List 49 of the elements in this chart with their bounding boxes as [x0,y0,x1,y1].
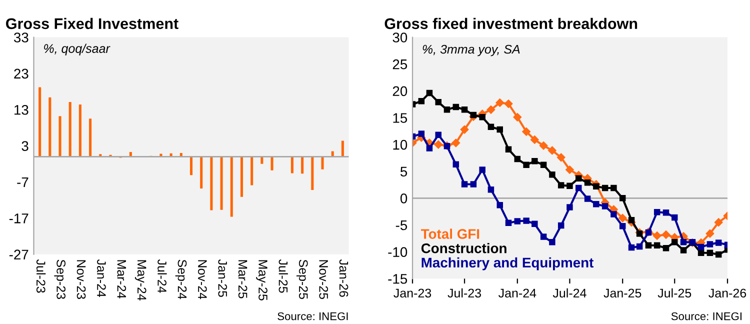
x-tick-label: Jan-25 [218,259,228,297]
x-tick-label: May-24 [134,260,146,301]
x-tick-label: Jul-25 [278,259,288,293]
text: Total GFI [420,228,480,239]
y-tick-label: 0 [400,194,408,204]
y-tick-label: -15 [388,274,408,284]
x-tick-label: Jan-26 [339,259,348,297]
y-tick-label: 30 [392,32,408,42]
annotation: %, 3mma yoy, SA [422,44,520,56]
x-tick-label: Mar-24 [117,260,126,298]
y-tick-label: 15 [393,113,408,123]
source-note: Source: INEGI [278,312,348,320]
y-tick-label: 33 [14,32,28,42]
x-tick-label: Jan-24 [97,259,106,298]
y-tick-label: 5 [400,166,408,177]
y-tick-label: 23 [14,68,28,79]
x-tick-label: Jul-24 [552,288,586,298]
y-tick-label: 10 [393,140,408,150]
y-tick-label: -27 [9,250,28,260]
x-tick-label: May-25 [256,260,268,300]
y-tick-label: 20 [392,86,408,96]
y-tick-label: -17 [9,214,28,224]
x-tick-label: Nov-24 [198,260,207,300]
y-tick-label: -7 [17,177,28,188]
x-tick-label: Jul-23 [36,259,46,293]
x-tick-label: Jan-24 [498,288,536,298]
x-tick-label: Jan-26 [708,288,746,298]
x-tick-label: Sep-25 [296,260,308,299]
annotation: %, qoq/saar [44,44,110,56]
x-tick-label: Nov-25 [319,260,328,299]
text: Machinery and Equipment [422,257,594,270]
x-tick-label: Jul-24 [158,259,167,293]
x-tick-label: Jan-23 [394,288,432,298]
x-tick-label: Mar-25 [238,260,248,298]
chart-title: Gross fixed investment breakdown [384,18,638,30]
y-tick-label: -10 [388,247,408,257]
x-tick-label: Sep-23 [54,260,66,299]
x-tick-label: Sep-24 [175,260,187,300]
x-tick-label: Jul-25 [658,288,692,298]
y-tick-label: 13 [14,104,28,115]
x-tick-label: Jan-25 [604,288,642,298]
source-note: Source: INEGI [671,312,742,320]
chart-title: Gross Fixed Investment [6,18,178,30]
y-tick-label: 25 [392,59,408,70]
y-tick-label: -5 [396,220,408,230]
x-tick-label: Nov-23 [76,260,86,299]
x-tick-label: Jul-23 [448,288,481,298]
y-tick-label: 3 [22,141,28,151]
text: Construction [421,243,506,254]
